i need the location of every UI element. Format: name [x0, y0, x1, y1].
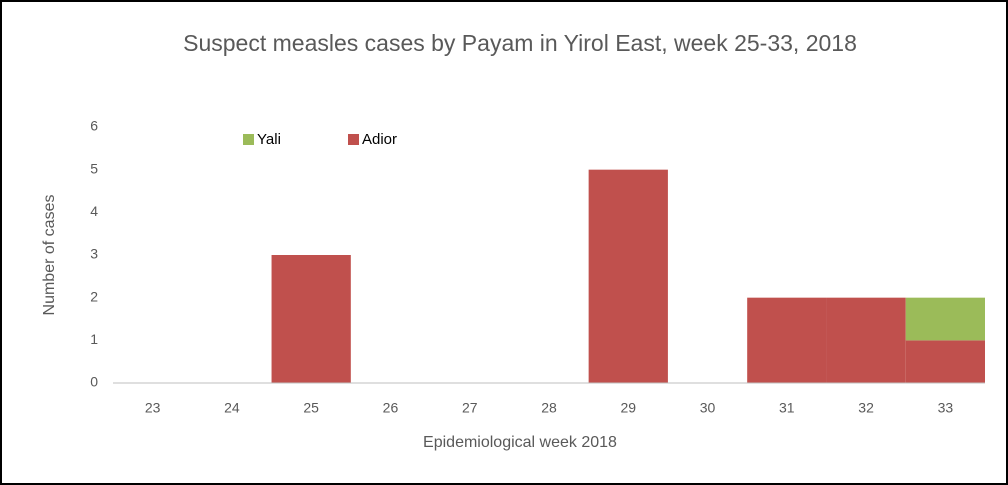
- legend-label: Adior: [362, 131, 397, 148]
- y-tick-label: 5: [90, 160, 98, 176]
- x-tick-label: 23: [145, 400, 161, 416]
- x-tick-label: 30: [700, 400, 716, 416]
- x-tick-label: 32: [858, 400, 874, 416]
- x-tick-label: 24: [224, 400, 240, 416]
- bar-segment: [826, 297, 906, 383]
- legend-swatch: [348, 134, 359, 145]
- bar-segment: [905, 340, 985, 383]
- x-tick-label: 33: [938, 400, 954, 416]
- x-tick-label: 26: [383, 400, 399, 416]
- chart-title: Suspect measles cases by Payam in Yirol …: [183, 30, 857, 56]
- y-tick-label: 2: [90, 288, 98, 304]
- legend-swatch: [243, 134, 254, 145]
- y-axis-title: Number of cases: [41, 195, 58, 316]
- x-tick-label: 25: [303, 400, 319, 416]
- y-tick-label: 4: [90, 203, 98, 219]
- x-axis-title: Epidemiological week 2018: [423, 434, 617, 451]
- bar-segment: [747, 297, 827, 383]
- x-tick-label: 29: [620, 400, 636, 416]
- y-tick-label: 1: [90, 331, 98, 347]
- bar-segment: [588, 169, 668, 383]
- bar-segment: [905, 297, 985, 341]
- x-tick-label: 27: [462, 400, 478, 416]
- legend-label: Yali: [257, 131, 281, 148]
- y-tick-label: 0: [90, 374, 98, 390]
- x-tick-label: 28: [541, 400, 557, 416]
- y-tick-label: 6: [90, 118, 98, 134]
- x-tick-label: 31: [779, 400, 795, 416]
- bar-segment: [271, 255, 351, 383]
- y-tick-label: 3: [90, 246, 98, 262]
